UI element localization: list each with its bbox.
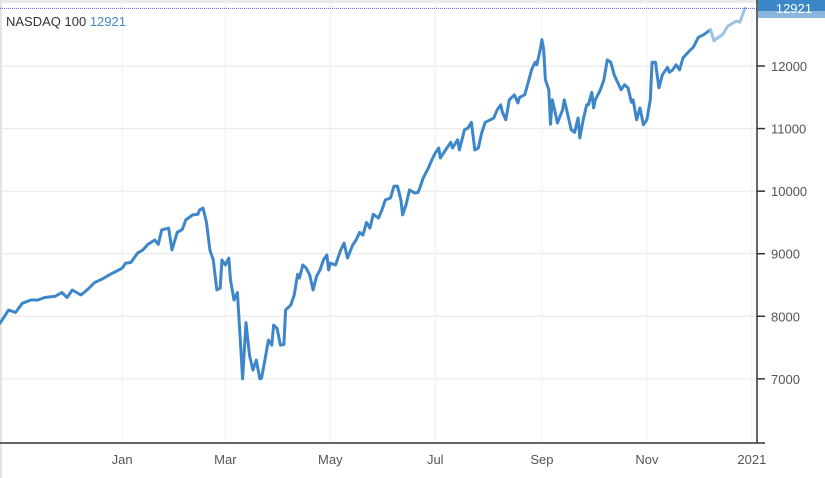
x-tick-label: Mar	[214, 452, 237, 467]
x-tick-label: Sep	[530, 452, 553, 467]
left-border	[0, 0, 2, 478]
series-layer	[0, 6, 747, 381]
x-tick-label: Jul	[427, 452, 444, 467]
x-tick-label: Nov	[635, 452, 659, 467]
y-tick-label: 9000	[771, 247, 800, 262]
y-axis-ticks: 7000 8000 9000 10000 11000 12000	[757, 59, 807, 387]
chart-title: NASDAQ 100 12921	[6, 14, 126, 29]
y-tick-label: 12000	[771, 59, 807, 74]
badge-background-lower	[758, 11, 825, 18]
x-tick-label: Jan	[112, 452, 133, 467]
y-tick-label: 11000	[771, 122, 806, 137]
y-tick-label: 10000	[771, 184, 807, 199]
x-tick-label: May	[318, 452, 343, 467]
last-value-badge-text: 12921	[776, 1, 812, 16]
y-tick-label: 7000	[771, 372, 800, 387]
grid	[0, 0, 757, 443]
x-tick-label: 2021	[737, 452, 766, 467]
instrument-last-value: 12921	[89, 14, 126, 29]
y-tick-label: 8000	[771, 309, 800, 324]
x-axis-ticks: Jan Mar May Jul Sep Nov 2021	[112, 452, 767, 467]
last-value-badge: 12921	[758, 0, 825, 18]
badge-background	[758, 0, 825, 11]
series-line-recent	[709, 6, 747, 43]
top-border	[0, 0, 825, 3]
series-line	[0, 28, 712, 381]
instrument-name: NASDAQ 100	[6, 14, 87, 29]
